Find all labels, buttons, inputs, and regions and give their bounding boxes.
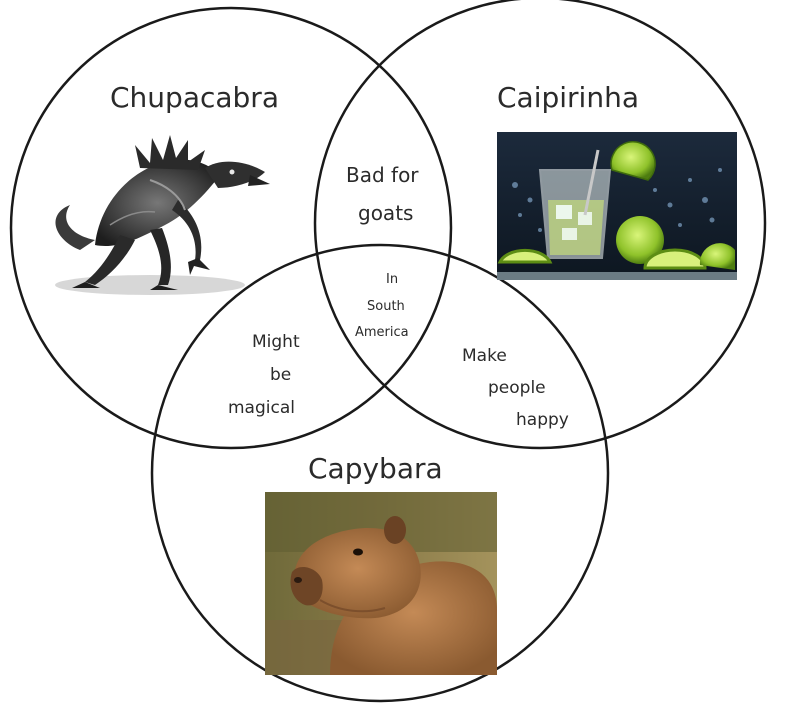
overlap-might-be-magical-line-3: magical [228,398,295,418]
caipirinha-image [497,132,737,280]
circle-chupacabra [9,6,453,450]
center-line-2: South [367,299,405,314]
label-chupacabra: Chupacabra [110,81,279,114]
overlap-bad-for-goats-line-2: goats [358,201,413,225]
label-capybara: Capybara [308,452,443,485]
chupacabra-image [55,135,270,295]
circle-caipirinha [313,0,767,450]
center-line-1: In [386,272,398,287]
center-line-3: America [355,325,409,340]
overlap-might-be-magical-line-2: be [270,365,291,385]
label-caipirinha: Caipirinha [497,81,639,114]
overlap-make-people-happy-line-3: happy [516,410,569,430]
overlap-make-people-happy-line-1: Make [462,346,507,366]
overlap-make-people-happy-line-2: people [488,378,546,398]
overlap-might-be-magical-line-1: Might [252,332,300,352]
overlap-bad-for-goats-line-1: Bad for [346,163,419,187]
circle-capybara [150,243,610,703]
capybara-image [265,492,497,675]
